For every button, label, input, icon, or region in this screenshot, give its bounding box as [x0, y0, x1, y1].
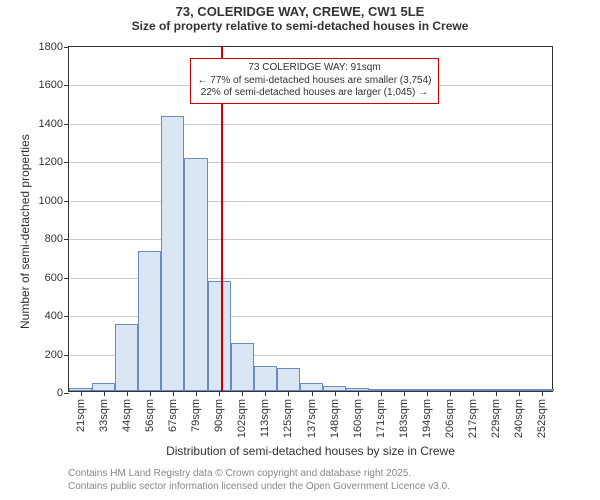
x-tick — [473, 391, 474, 396]
histogram-bar — [184, 158, 207, 391]
x-tick — [542, 391, 543, 396]
x-tick — [104, 391, 105, 396]
x-tick — [288, 391, 289, 396]
x-tick-label: 79sqm — [190, 399, 202, 432]
histogram-bar — [138, 251, 161, 391]
x-tick-label: 137sqm — [306, 399, 318, 438]
x-tick-label: 240sqm — [513, 399, 525, 438]
x-tick-label: 113sqm — [259, 399, 271, 437]
x-tick — [519, 391, 520, 396]
gridline — [69, 124, 552, 125]
histogram-bar — [208, 281, 231, 391]
x-tick — [358, 391, 359, 396]
histogram-bar — [92, 383, 115, 391]
x-tick-label: 90sqm — [213, 399, 225, 432]
x-tick — [496, 391, 497, 396]
x-tick-label: 206sqm — [444, 399, 456, 438]
y-tick — [64, 201, 69, 202]
x-tick — [450, 391, 451, 396]
x-tick-label: 148sqm — [329, 399, 341, 438]
credits-line1: Contains HM Land Registry data © Crown c… — [68, 468, 411, 479]
x-tick — [312, 391, 313, 396]
x-tick-label: 21sqm — [75, 399, 87, 432]
credits-line2: Contains public sector information licen… — [68, 481, 450, 492]
annotation-box: 73 COLERIDGE WAY: 91sqm← 77% of semi-det… — [190, 58, 438, 104]
y-tick — [64, 239, 69, 240]
x-axis-label: Distribution of semi-detached houses by … — [68, 444, 553, 458]
annotation-line: 22% of semi-detached houses are larger (… — [197, 87, 431, 100]
histogram-bar — [115, 324, 138, 391]
y-tick-label: 1200 — [39, 156, 63, 168]
plot-area: 02004006008001000120014001600180021sqm33… — [68, 46, 553, 392]
y-tick — [64, 355, 69, 356]
histogram-bar — [277, 368, 300, 391]
x-tick-label: 44sqm — [121, 399, 133, 432]
y-axis-label: Number of semi-detached properties — [18, 134, 32, 329]
gridline — [69, 162, 552, 163]
x-tick-label: 67sqm — [167, 399, 179, 432]
histogram-bar — [300, 383, 323, 391]
y-tick-label: 200 — [45, 349, 63, 361]
y-tick — [64, 278, 69, 279]
x-tick-label: 217sqm — [467, 399, 479, 438]
x-tick — [265, 391, 266, 396]
gridline — [69, 239, 552, 240]
x-tick — [173, 391, 174, 396]
y-tick-label: 1000 — [39, 195, 63, 207]
y-tick — [64, 124, 69, 125]
x-tick-label: 252sqm — [536, 399, 548, 438]
x-tick — [81, 391, 82, 396]
x-tick-label: 171sqm — [375, 399, 387, 438]
x-tick-label: 183sqm — [398, 399, 410, 438]
histogram-bar — [254, 366, 277, 391]
x-tick — [196, 391, 197, 396]
histogram-bar — [231, 343, 254, 391]
y-tick-label: 1600 — [39, 79, 63, 91]
x-tick-label: 160sqm — [352, 399, 364, 438]
chart-title-line2: Size of property relative to semi-detach… — [0, 19, 600, 33]
x-tick-label: 33sqm — [98, 399, 110, 432]
y-tick — [64, 393, 69, 394]
y-tick-label: 400 — [45, 310, 63, 322]
y-tick — [64, 85, 69, 86]
x-tick — [381, 391, 382, 396]
y-tick — [64, 47, 69, 48]
gridline — [69, 201, 552, 202]
chart-title-line1: 73, COLERIDGE WAY, CREWE, CW1 5LE — [0, 4, 600, 19]
y-tick-label: 1400 — [39, 118, 63, 130]
x-tick-label: 125sqm — [282, 399, 294, 438]
x-tick-label: 102sqm — [236, 399, 248, 438]
y-tick-label: 1800 — [39, 41, 63, 53]
annotation-line: 73 COLERIDGE WAY: 91sqm — [197, 62, 431, 75]
x-tick — [427, 391, 428, 396]
x-tick — [242, 391, 243, 396]
x-tick-label: 56sqm — [144, 399, 156, 432]
x-tick — [404, 391, 405, 396]
x-tick — [150, 391, 151, 396]
y-tick — [64, 316, 69, 317]
annotation-line: ← 77% of semi-detached houses are smalle… — [197, 75, 431, 88]
x-tick — [127, 391, 128, 396]
x-tick — [335, 391, 336, 396]
x-tick-label: 229sqm — [490, 399, 502, 438]
histogram-bar — [161, 116, 184, 391]
x-tick-label: 194sqm — [421, 399, 433, 438]
x-tick — [219, 391, 220, 396]
y-tick-label: 600 — [45, 272, 63, 284]
y-tick-label: 800 — [45, 233, 63, 245]
y-tick — [64, 162, 69, 163]
y-tick-label: 0 — [57, 387, 63, 399]
